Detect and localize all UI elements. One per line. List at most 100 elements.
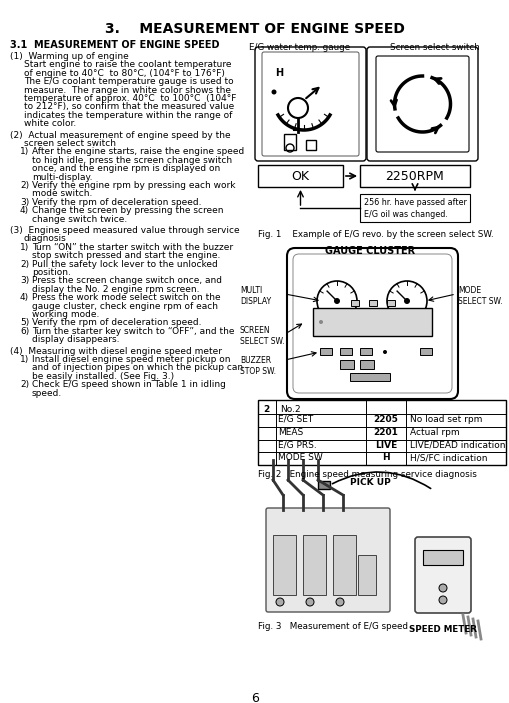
Text: Screen select switch: Screen select switch xyxy=(389,43,479,52)
Text: 2): 2) xyxy=(20,181,29,190)
Text: Check E/G speed shown in Table 1 in idling: Check E/G speed shown in Table 1 in idli… xyxy=(32,380,225,389)
Text: SCREEN
SELECT SW.: SCREEN SELECT SW. xyxy=(240,326,284,346)
Text: GAUGE CLUSTER: GAUGE CLUSTER xyxy=(324,246,414,256)
Text: Actual rpm: Actual rpm xyxy=(409,427,459,437)
Text: (1)  Warming up of engine: (1) Warming up of engine xyxy=(10,52,128,61)
Text: to 212°F), so confirm that the measured value: to 212°F), so confirm that the measured … xyxy=(24,103,234,111)
Bar xyxy=(332,535,355,595)
Text: E/G PRS.: E/G PRS. xyxy=(277,441,316,449)
Text: speed.: speed. xyxy=(32,389,62,398)
Bar xyxy=(258,165,343,187)
Text: Start engine to raise the coolant temperature: Start engine to raise the coolant temper… xyxy=(24,60,231,70)
Text: 6): 6) xyxy=(20,327,29,336)
Text: H: H xyxy=(381,453,389,463)
Text: MULTI
DISPLAY: MULTI DISPLAY xyxy=(240,286,271,306)
Text: and of injection pipes on which the pickup can: and of injection pipes on which the pick… xyxy=(32,363,243,373)
Text: position.: position. xyxy=(32,268,71,277)
Text: (2)  Actual measurement of engine speed by the: (2) Actual measurement of engine speed b… xyxy=(10,131,230,140)
Text: mode switch.: mode switch. xyxy=(32,189,92,198)
Circle shape xyxy=(403,298,409,304)
FancyBboxPatch shape xyxy=(375,56,468,152)
Text: Press the screen change switch once, and: Press the screen change switch once, and xyxy=(32,276,221,285)
Text: H/S/FC indication: H/S/FC indication xyxy=(409,453,487,463)
Text: Change the screen by pressing the screen: Change the screen by pressing the screen xyxy=(32,206,223,215)
Text: 5): 5) xyxy=(20,318,29,328)
Text: PICK UP: PICK UP xyxy=(349,478,389,487)
Circle shape xyxy=(275,598,284,606)
Text: No.2: No.2 xyxy=(279,405,300,414)
Text: measure.  The range in white color shows the: measure. The range in white color shows … xyxy=(24,86,231,95)
Text: Turn “ON” the starter switch with the buzzer: Turn “ON” the starter switch with the bu… xyxy=(32,243,233,252)
Bar xyxy=(349,373,389,381)
FancyBboxPatch shape xyxy=(287,248,457,399)
Bar xyxy=(340,348,351,355)
Text: 3.    MEASUREMENT OF ENGINE SPEED: 3. MEASUREMENT OF ENGINE SPEED xyxy=(105,22,404,36)
Bar xyxy=(350,300,358,306)
Text: multi-display.: multi-display. xyxy=(32,173,92,181)
Text: diagnosis: diagnosis xyxy=(24,234,67,243)
Text: indicates the temperature within the range of: indicates the temperature within the ran… xyxy=(24,111,232,120)
Text: 2: 2 xyxy=(263,405,269,414)
Text: LIVE/DEAD indication: LIVE/DEAD indication xyxy=(409,441,504,449)
Circle shape xyxy=(305,598,314,606)
Bar xyxy=(319,348,331,355)
Text: white color.: white color. xyxy=(24,120,76,128)
Text: BUZZER
STOP SW.: BUZZER STOP SW. xyxy=(240,356,275,376)
Text: once, and the engine rpm is displayed on: once, and the engine rpm is displayed on xyxy=(32,165,220,173)
Bar xyxy=(419,348,431,355)
Text: Verify the engine rpm by pressing each work: Verify the engine rpm by pressing each w… xyxy=(32,181,235,190)
FancyBboxPatch shape xyxy=(366,47,477,161)
Text: OK: OK xyxy=(291,169,309,183)
Text: SPEED METER: SPEED METER xyxy=(408,625,476,634)
Bar xyxy=(340,360,353,369)
Text: 3): 3) xyxy=(20,198,29,207)
Text: The E/G coolant temperature gauge is used to: The E/G coolant temperature gauge is use… xyxy=(24,77,233,86)
Text: display disappears.: display disappears. xyxy=(32,335,119,344)
Text: stop switch pressed and start the engine.: stop switch pressed and start the engine… xyxy=(32,251,220,260)
Text: After the engine starts, raise the engine speed: After the engine starts, raise the engin… xyxy=(32,148,244,156)
Bar xyxy=(359,165,469,187)
Text: Fig. 2   Engine speed measuring service diagnosis: Fig. 2 Engine speed measuring service di… xyxy=(258,470,476,479)
Bar xyxy=(313,308,431,336)
Text: of engine to 40°C  to 80°C, (104°F to 176°F): of engine to 40°C to 80°C, (104°F to 176… xyxy=(24,69,224,78)
Text: 4): 4) xyxy=(20,206,29,215)
Bar xyxy=(359,360,373,369)
Circle shape xyxy=(382,350,386,354)
Text: 1): 1) xyxy=(20,243,29,252)
Text: 6: 6 xyxy=(250,692,259,703)
Circle shape xyxy=(271,89,276,94)
FancyBboxPatch shape xyxy=(414,537,470,613)
Text: Pull the safety lock lever to the unlocked: Pull the safety lock lever to the unlock… xyxy=(32,259,217,269)
Circle shape xyxy=(438,596,446,604)
Bar xyxy=(357,555,375,595)
Text: temperature of approx. 40°C  to 100°C  (104°F: temperature of approx. 40°C to 100°C (10… xyxy=(24,94,236,103)
Text: H: H xyxy=(274,68,282,78)
Text: 3.1  MEASUREMENT OF ENGINE SPEED: 3.1 MEASUREMENT OF ENGINE SPEED xyxy=(10,40,219,50)
Bar xyxy=(284,134,295,150)
Bar xyxy=(386,300,394,306)
Text: 2): 2) xyxy=(20,380,29,389)
Text: display the No. 2 engine rpm screen.: display the No. 2 engine rpm screen. xyxy=(32,285,199,294)
Text: 256 hr. have passed after
E/G oil was changed.: 256 hr. have passed after E/G oil was ch… xyxy=(363,198,466,219)
Text: (3)  Engine speed measured value through service: (3) Engine speed measured value through … xyxy=(10,226,239,235)
Text: E/G SET: E/G SET xyxy=(277,415,313,424)
Text: Fig. 1    Example of E/G revo. by the screen select SW.: Fig. 1 Example of E/G revo. by the scree… xyxy=(258,230,493,239)
Text: 3): 3) xyxy=(20,276,29,285)
Circle shape xyxy=(318,320,322,324)
Text: screen select switch: screen select switch xyxy=(24,139,116,148)
Bar xyxy=(422,550,462,565)
Text: E/G water temp. gauge: E/G water temp. gauge xyxy=(249,43,350,52)
Text: to high idle, press the screen change switch: to high idle, press the screen change sw… xyxy=(32,156,232,165)
Text: 1): 1) xyxy=(20,355,29,364)
FancyBboxPatch shape xyxy=(266,508,389,612)
Bar xyxy=(272,535,295,595)
Text: 1): 1) xyxy=(20,148,29,156)
Text: Fig. 3   Measurement of E/G speed: Fig. 3 Measurement of E/G speed xyxy=(258,622,407,631)
Text: 2201: 2201 xyxy=(373,427,398,437)
Bar xyxy=(258,400,505,465)
Bar xyxy=(369,300,376,306)
Text: change switch twice.: change switch twice. xyxy=(32,214,127,224)
Circle shape xyxy=(333,298,340,304)
Bar xyxy=(359,348,371,355)
Text: 2): 2) xyxy=(20,259,29,269)
